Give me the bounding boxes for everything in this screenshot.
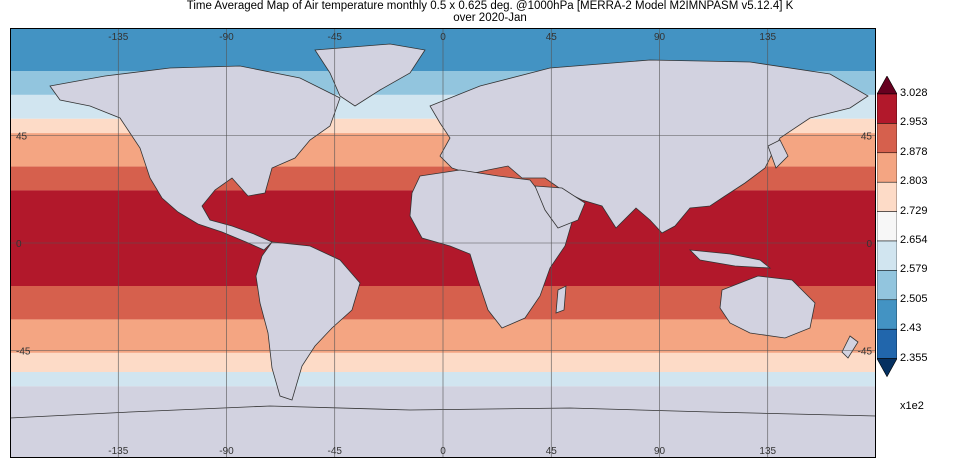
- colorbar-segment: [877, 328, 897, 359]
- latitude-label: -45: [858, 347, 873, 358]
- colorbar-level-label: 2.579: [900, 263, 928, 276]
- colorbar-level-label: 2.953: [900, 116, 928, 129]
- longitude-label: -90: [219, 446, 234, 457]
- colorbar-segment: [877, 240, 897, 271]
- colorbar-segment: [877, 152, 897, 183]
- longitude-label: 45: [546, 32, 558, 43]
- colorbar-under-arrow: [877, 358, 897, 378]
- longitude-label: 90: [654, 32, 666, 43]
- colorbar-segment: [877, 299, 897, 330]
- land-madagascar: [555, 285, 567, 314]
- latitude-label: 45: [861, 132, 873, 143]
- longitude-label: -45: [328, 446, 343, 457]
- latitude-label: 45: [16, 132, 28, 143]
- colorbar-level-label: 2.878: [900, 145, 928, 158]
- land-new-zealand: [841, 335, 859, 359]
- latitude-label: 0: [866, 239, 872, 250]
- world-temperature-map: -135 -135 -90 -90 -45 -45 0 0 45 45 90 90 135 135 45 45…: [10, 28, 876, 458]
- longitude-label: -135: [108, 446, 128, 457]
- colorbar-segment: [877, 211, 897, 242]
- land-indonesia: [688, 249, 772, 269]
- land-greenland: [314, 43, 426, 107]
- colorbar-level-label: 3.028: [900, 87, 928, 99]
- land-africa: [409, 169, 573, 329]
- land-north-america: [49, 65, 341, 251]
- colorbar-level-label: 2.355: [900, 351, 928, 364]
- land-arabia: [534, 185, 586, 229]
- colorbar-level-label: 2.505: [900, 292, 928, 305]
- colorbar: [877, 76, 897, 378]
- longitude-label: 0: [440, 32, 446, 43]
- land-south-america: [255, 241, 361, 401]
- longitude-label: -90: [219, 32, 234, 43]
- longitude-label: -45: [328, 32, 343, 43]
- latitude-label: -45: [16, 347, 31, 358]
- map-title: Time Averaged Map of Air temperature mon…: [186, 0, 794, 12]
- colorbar-segment: [877, 123, 897, 154]
- colorbar-segment: [877, 93, 897, 124]
- map-frame: [10, 28, 876, 458]
- colorbar-level-label: 2.654: [900, 234, 928, 246]
- colorbar-over-arrow: [877, 76, 897, 95]
- colorbar-segment: [877, 181, 897, 212]
- colorbar-level-label: 2.803: [900, 175, 928, 188]
- map-subtitle: over 2020-Jan: [453, 12, 527, 24]
- colorbar-scale-label: x1e2: [900, 400, 924, 412]
- longitude-label: 90: [654, 446, 666, 457]
- land-japan: [767, 139, 789, 169]
- latitude-label: 0: [16, 239, 22, 250]
- colorbar-level-label: 2.43: [900, 322, 922, 335]
- colorbar-level-label: 2.729: [900, 204, 928, 217]
- longitude-label: -135: [108, 32, 128, 43]
- longitude-label: 0: [440, 446, 446, 457]
- longitude-label: 135: [759, 446, 776, 457]
- longitude-label: 135: [759, 32, 776, 43]
- colorbar-segment: [877, 270, 897, 301]
- longitude-label: 45: [546, 446, 558, 457]
- graticule: [10, 28, 876, 458]
